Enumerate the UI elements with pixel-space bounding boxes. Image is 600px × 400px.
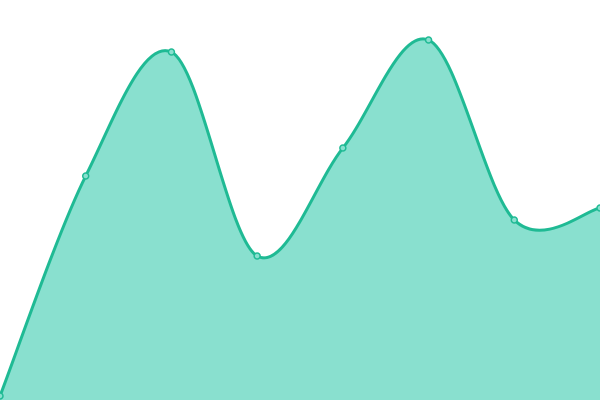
data-point-6[interactable] xyxy=(510,216,519,224)
data-point-5[interactable] xyxy=(424,36,433,44)
data-points xyxy=(0,36,600,400)
data-point-4[interactable] xyxy=(339,144,347,152)
data-point-1[interactable] xyxy=(81,172,90,180)
area-fill xyxy=(0,38,600,400)
data-point-3[interactable] xyxy=(253,252,261,260)
data-point-0[interactable] xyxy=(0,392,4,400)
data-point-7[interactable] xyxy=(596,204,600,212)
data-point-2[interactable] xyxy=(167,48,176,56)
